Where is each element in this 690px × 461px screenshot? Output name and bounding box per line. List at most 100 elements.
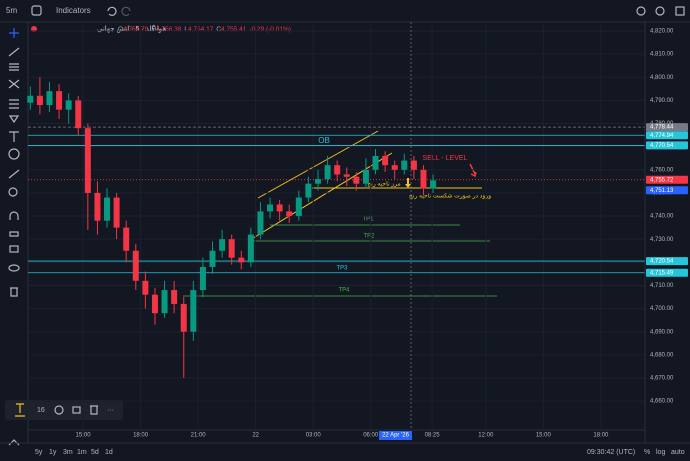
snapshot-icon[interactable] bbox=[675, 6, 685, 16]
price-level-box bbox=[646, 268, 688, 277]
log-toggle[interactable]: log bbox=[656, 449, 665, 456]
candle-body bbox=[391, 165, 398, 170]
range-button[interactable]: 1d bbox=[105, 449, 113, 456]
pattern-tool[interactable] bbox=[8, 79, 20, 89]
delete-tool[interactable] bbox=[10, 287, 18, 297]
hide-tool[interactable] bbox=[8, 264, 20, 272]
price-level-box bbox=[646, 141, 688, 150]
tp-label: TP3 bbox=[336, 266, 348, 272]
x-tick-label: 15:00 bbox=[76, 433, 92, 439]
ohlc-key: L bbox=[184, 26, 188, 33]
delete-button[interactable] bbox=[90, 405, 98, 415]
price-level-label: 4,751.13 bbox=[650, 188, 674, 194]
price-level-label: 4,720.54 bbox=[650, 259, 674, 265]
candle-body bbox=[161, 290, 168, 314]
range-button[interactable]: 1y bbox=[49, 449, 57, 456]
settings-button[interactable] bbox=[54, 405, 64, 415]
brush-tool[interactable] bbox=[8, 115, 20, 124]
candle-body bbox=[305, 183, 312, 198]
candle-body bbox=[104, 197, 111, 221]
auto-toggle[interactable]: auto bbox=[671, 449, 685, 456]
x-tick-label: 18:00 bbox=[593, 433, 609, 439]
candle-body bbox=[228, 239, 235, 258]
candle-body bbox=[247, 234, 254, 263]
lock-button[interactable] bbox=[72, 406, 81, 414]
range-button[interactable]: 5d bbox=[91, 449, 99, 456]
range-button[interactable]: 5y bbox=[35, 449, 43, 456]
chart-type-icon[interactable] bbox=[31, 5, 42, 16]
y-tick-label: 4,700.00 bbox=[650, 306, 674, 312]
candle-body bbox=[382, 155, 389, 166]
settings-icon[interactable] bbox=[655, 6, 665, 16]
down-arrow bbox=[405, 178, 411, 188]
lock-draw-tool[interactable] bbox=[9, 231, 19, 237]
candle-body bbox=[84, 128, 91, 193]
font-size[interactable]: 16 bbox=[37, 407, 45, 414]
ob-label: OB bbox=[318, 136, 330, 145]
tp-label: TP4 bbox=[338, 288, 350, 294]
range-button[interactable]: 1m bbox=[77, 449, 87, 456]
channel-upper bbox=[257, 130, 379, 199]
candle-body bbox=[430, 180, 437, 189]
symbol-name: هوا گلد · 5 · انس جهانی bbox=[97, 24, 166, 33]
ohlc-change: -0.29 (-0.01%) bbox=[249, 26, 291, 33]
candle-body bbox=[219, 239, 226, 251]
range-button[interactable]: 3m bbox=[63, 449, 73, 456]
clock: 09:30:42 (UTC) bbox=[587, 449, 635, 456]
redo-icon[interactable] bbox=[121, 6, 131, 16]
ohlc-key: O bbox=[118, 26, 123, 33]
y-tick-label: 4,710.00 bbox=[650, 283, 674, 289]
percent-toggle[interactable]: % bbox=[644, 449, 650, 456]
undo-icon[interactable] bbox=[107, 6, 117, 16]
text-color-button[interactable] bbox=[15, 403, 25, 417]
top-toolbar bbox=[0, 0, 690, 22]
lock-tool[interactable] bbox=[9, 245, 19, 253]
price-level-label: 4,774.94 bbox=[650, 133, 674, 139]
ohlc-value: 4,755.41 bbox=[221, 26, 247, 33]
candle-body bbox=[199, 266, 206, 291]
magnet-tool[interactable] bbox=[9, 211, 19, 220]
entry-label: ورود در صورت شکست ناحیه رنج bbox=[409, 193, 491, 200]
candle-body bbox=[420, 169, 427, 189]
forecast-tool[interactable] bbox=[9, 99, 19, 109]
x-tick-label: 06:00 bbox=[363, 433, 379, 439]
trendline-tool[interactable] bbox=[8, 47, 20, 57]
range-edge-label: مرز ناحیه رنج bbox=[367, 181, 400, 188]
price-level-box bbox=[646, 175, 688, 184]
candle-body bbox=[132, 250, 139, 281]
search-icon[interactable] bbox=[636, 6, 646, 16]
candle-body bbox=[171, 290, 178, 304]
candle-body bbox=[276, 204, 283, 212]
x-tick-label: 03:00 bbox=[306, 433, 322, 439]
price-level-box bbox=[646, 123, 688, 132]
y-tick-label: 4,800.00 bbox=[650, 75, 674, 81]
crosshair-box bbox=[379, 431, 413, 440]
x-tick-label: 22 bbox=[252, 433, 259, 439]
fib-tool[interactable] bbox=[9, 63, 19, 71]
ruler-tool[interactable] bbox=[8, 169, 20, 179]
candle-body bbox=[151, 294, 158, 314]
crosshair-tool[interactable] bbox=[9, 28, 19, 38]
candle-body bbox=[295, 197, 302, 217]
zoom-tool[interactable] bbox=[8, 187, 18, 197]
ohlc-value: 4,754.70 bbox=[123, 26, 149, 33]
symbol-icon bbox=[31, 26, 37, 32]
x-tick-label: 21:00 bbox=[191, 433, 207, 439]
candle-body bbox=[142, 280, 149, 295]
candle-body bbox=[401, 160, 408, 170]
candle-body bbox=[257, 211, 264, 235]
candle-body bbox=[324, 165, 331, 180]
candle-body bbox=[75, 100, 82, 129]
y-tick-label: 4,730.00 bbox=[650, 237, 674, 243]
price-level-box bbox=[646, 131, 688, 140]
sell-level-label: SELL - LEVEL bbox=[423, 155, 468, 162]
icons-tool[interactable] bbox=[8, 148, 20, 160]
indicators-button[interactable]: Indicators bbox=[56, 6, 91, 15]
candle-body bbox=[65, 100, 72, 110]
text-tool[interactable] bbox=[9, 131, 19, 142]
interval-button[interactable]: 5m bbox=[6, 6, 17, 15]
y-tick-label: 4,740.00 bbox=[650, 214, 674, 220]
x-tick-label: 15:00 bbox=[536, 433, 552, 439]
more-button[interactable]: ··· bbox=[107, 407, 114, 414]
price-level-box bbox=[646, 186, 688, 195]
